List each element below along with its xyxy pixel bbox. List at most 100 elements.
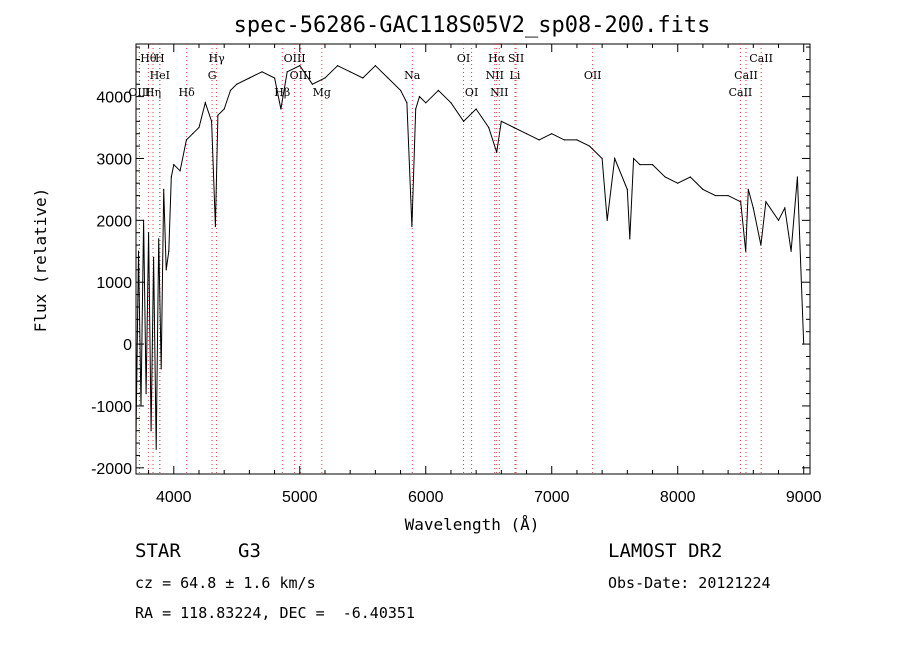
data-point xyxy=(488,126,490,129)
data-point xyxy=(217,114,219,116)
data-point xyxy=(214,225,216,228)
data-point xyxy=(651,164,654,166)
y-tick-label: 4000 xyxy=(96,90,132,107)
data-point xyxy=(796,176,799,178)
data-point xyxy=(399,89,402,92)
data-point xyxy=(147,232,150,234)
data-point xyxy=(165,269,167,271)
line-label: Hη xyxy=(145,86,161,99)
data-point xyxy=(513,126,515,129)
data-point xyxy=(425,102,427,104)
data-point xyxy=(563,139,565,141)
survey-name: LAMOST DR2 xyxy=(608,540,723,562)
data-point xyxy=(223,108,225,110)
data-point xyxy=(155,448,157,450)
data-point xyxy=(525,133,528,135)
data-point xyxy=(790,250,792,252)
x-tick-label: 7000 xyxy=(534,489,570,506)
x-axis-label: Wavelength (Å) xyxy=(405,515,540,534)
data-point xyxy=(765,201,767,203)
data-point xyxy=(614,157,616,160)
plot-area xyxy=(135,43,811,475)
data-point xyxy=(362,77,364,79)
data-point xyxy=(551,133,553,135)
data-point xyxy=(349,71,351,73)
data-point xyxy=(437,89,439,92)
data-point xyxy=(236,83,238,85)
data-point xyxy=(158,238,160,240)
data-point xyxy=(777,219,780,221)
data-point xyxy=(496,151,498,153)
line-label: HeI xyxy=(150,69,170,82)
data-point xyxy=(664,176,666,178)
line-label: CaII xyxy=(734,69,758,82)
line-label: OIII xyxy=(290,69,312,82)
data-point xyxy=(689,176,691,178)
data-point xyxy=(714,194,717,197)
data-point xyxy=(745,250,747,252)
data-point xyxy=(173,164,175,166)
line-label: NII xyxy=(490,86,508,99)
data-point xyxy=(500,120,502,122)
data-point xyxy=(137,250,140,252)
observation-date: Obs-Date: 20121224 xyxy=(608,574,771,592)
data-point xyxy=(606,219,608,221)
line-label: H xyxy=(155,52,165,65)
data-point xyxy=(170,176,172,178)
data-point xyxy=(299,65,301,67)
y-tick-label: -1000 xyxy=(91,399,132,416)
x-tick-label: 6000 xyxy=(408,489,444,506)
data-point xyxy=(601,157,603,160)
data-point xyxy=(229,89,232,92)
data-point xyxy=(286,71,288,73)
data-point xyxy=(311,83,313,85)
y-tick-label: 1000 xyxy=(96,275,132,292)
data-point xyxy=(150,430,152,432)
object-class: STAR xyxy=(135,540,181,562)
axis-ticks: 4000 5000 6000 7000 8000 9000 -2000 -1000 0 1000 2… xyxy=(91,44,822,506)
line-label: G xyxy=(208,69,217,82)
data-point xyxy=(192,133,194,135)
line-label: Hα xyxy=(488,52,506,65)
data-point xyxy=(475,108,477,110)
data-point xyxy=(633,157,635,160)
data-point xyxy=(198,126,200,129)
data-point xyxy=(702,188,704,190)
data-point xyxy=(336,65,339,67)
line-label: OIII xyxy=(284,52,306,65)
data-point xyxy=(415,108,417,110)
data-point xyxy=(784,207,786,209)
data-point xyxy=(639,164,641,166)
line-label: OI xyxy=(465,86,478,99)
data-point xyxy=(248,77,250,79)
data-point xyxy=(760,244,762,246)
x-tick-label: 9000 xyxy=(786,489,822,506)
data-point xyxy=(273,77,276,79)
line-label: OI xyxy=(457,52,470,65)
data-point xyxy=(626,188,628,190)
x-tick-label: 4000 xyxy=(156,489,192,506)
ra-dec-coordinates: RA = 118.83224, DEC = -6.40351 xyxy=(135,604,415,622)
y-tick-label: -2000 xyxy=(91,461,132,478)
data-point xyxy=(179,170,181,172)
spectrum-series xyxy=(135,65,805,450)
line-label: CaII xyxy=(729,86,753,99)
data-point xyxy=(160,368,162,370)
line-label: OII xyxy=(584,69,602,82)
data-point xyxy=(450,102,452,104)
line-label: Hγ xyxy=(209,52,226,65)
data-point xyxy=(418,95,421,98)
y-axis-label: Flux (relative) xyxy=(31,188,50,333)
data-point xyxy=(374,65,376,67)
data-point xyxy=(411,225,413,228)
data-point xyxy=(163,188,165,190)
line-label: Li xyxy=(510,69,521,82)
data-point xyxy=(747,188,749,190)
line-label: CaII xyxy=(749,52,773,65)
data-point xyxy=(324,77,326,79)
data-point xyxy=(387,77,389,79)
data-point xyxy=(752,207,754,209)
data-point xyxy=(462,120,465,122)
data-point xyxy=(153,256,155,259)
